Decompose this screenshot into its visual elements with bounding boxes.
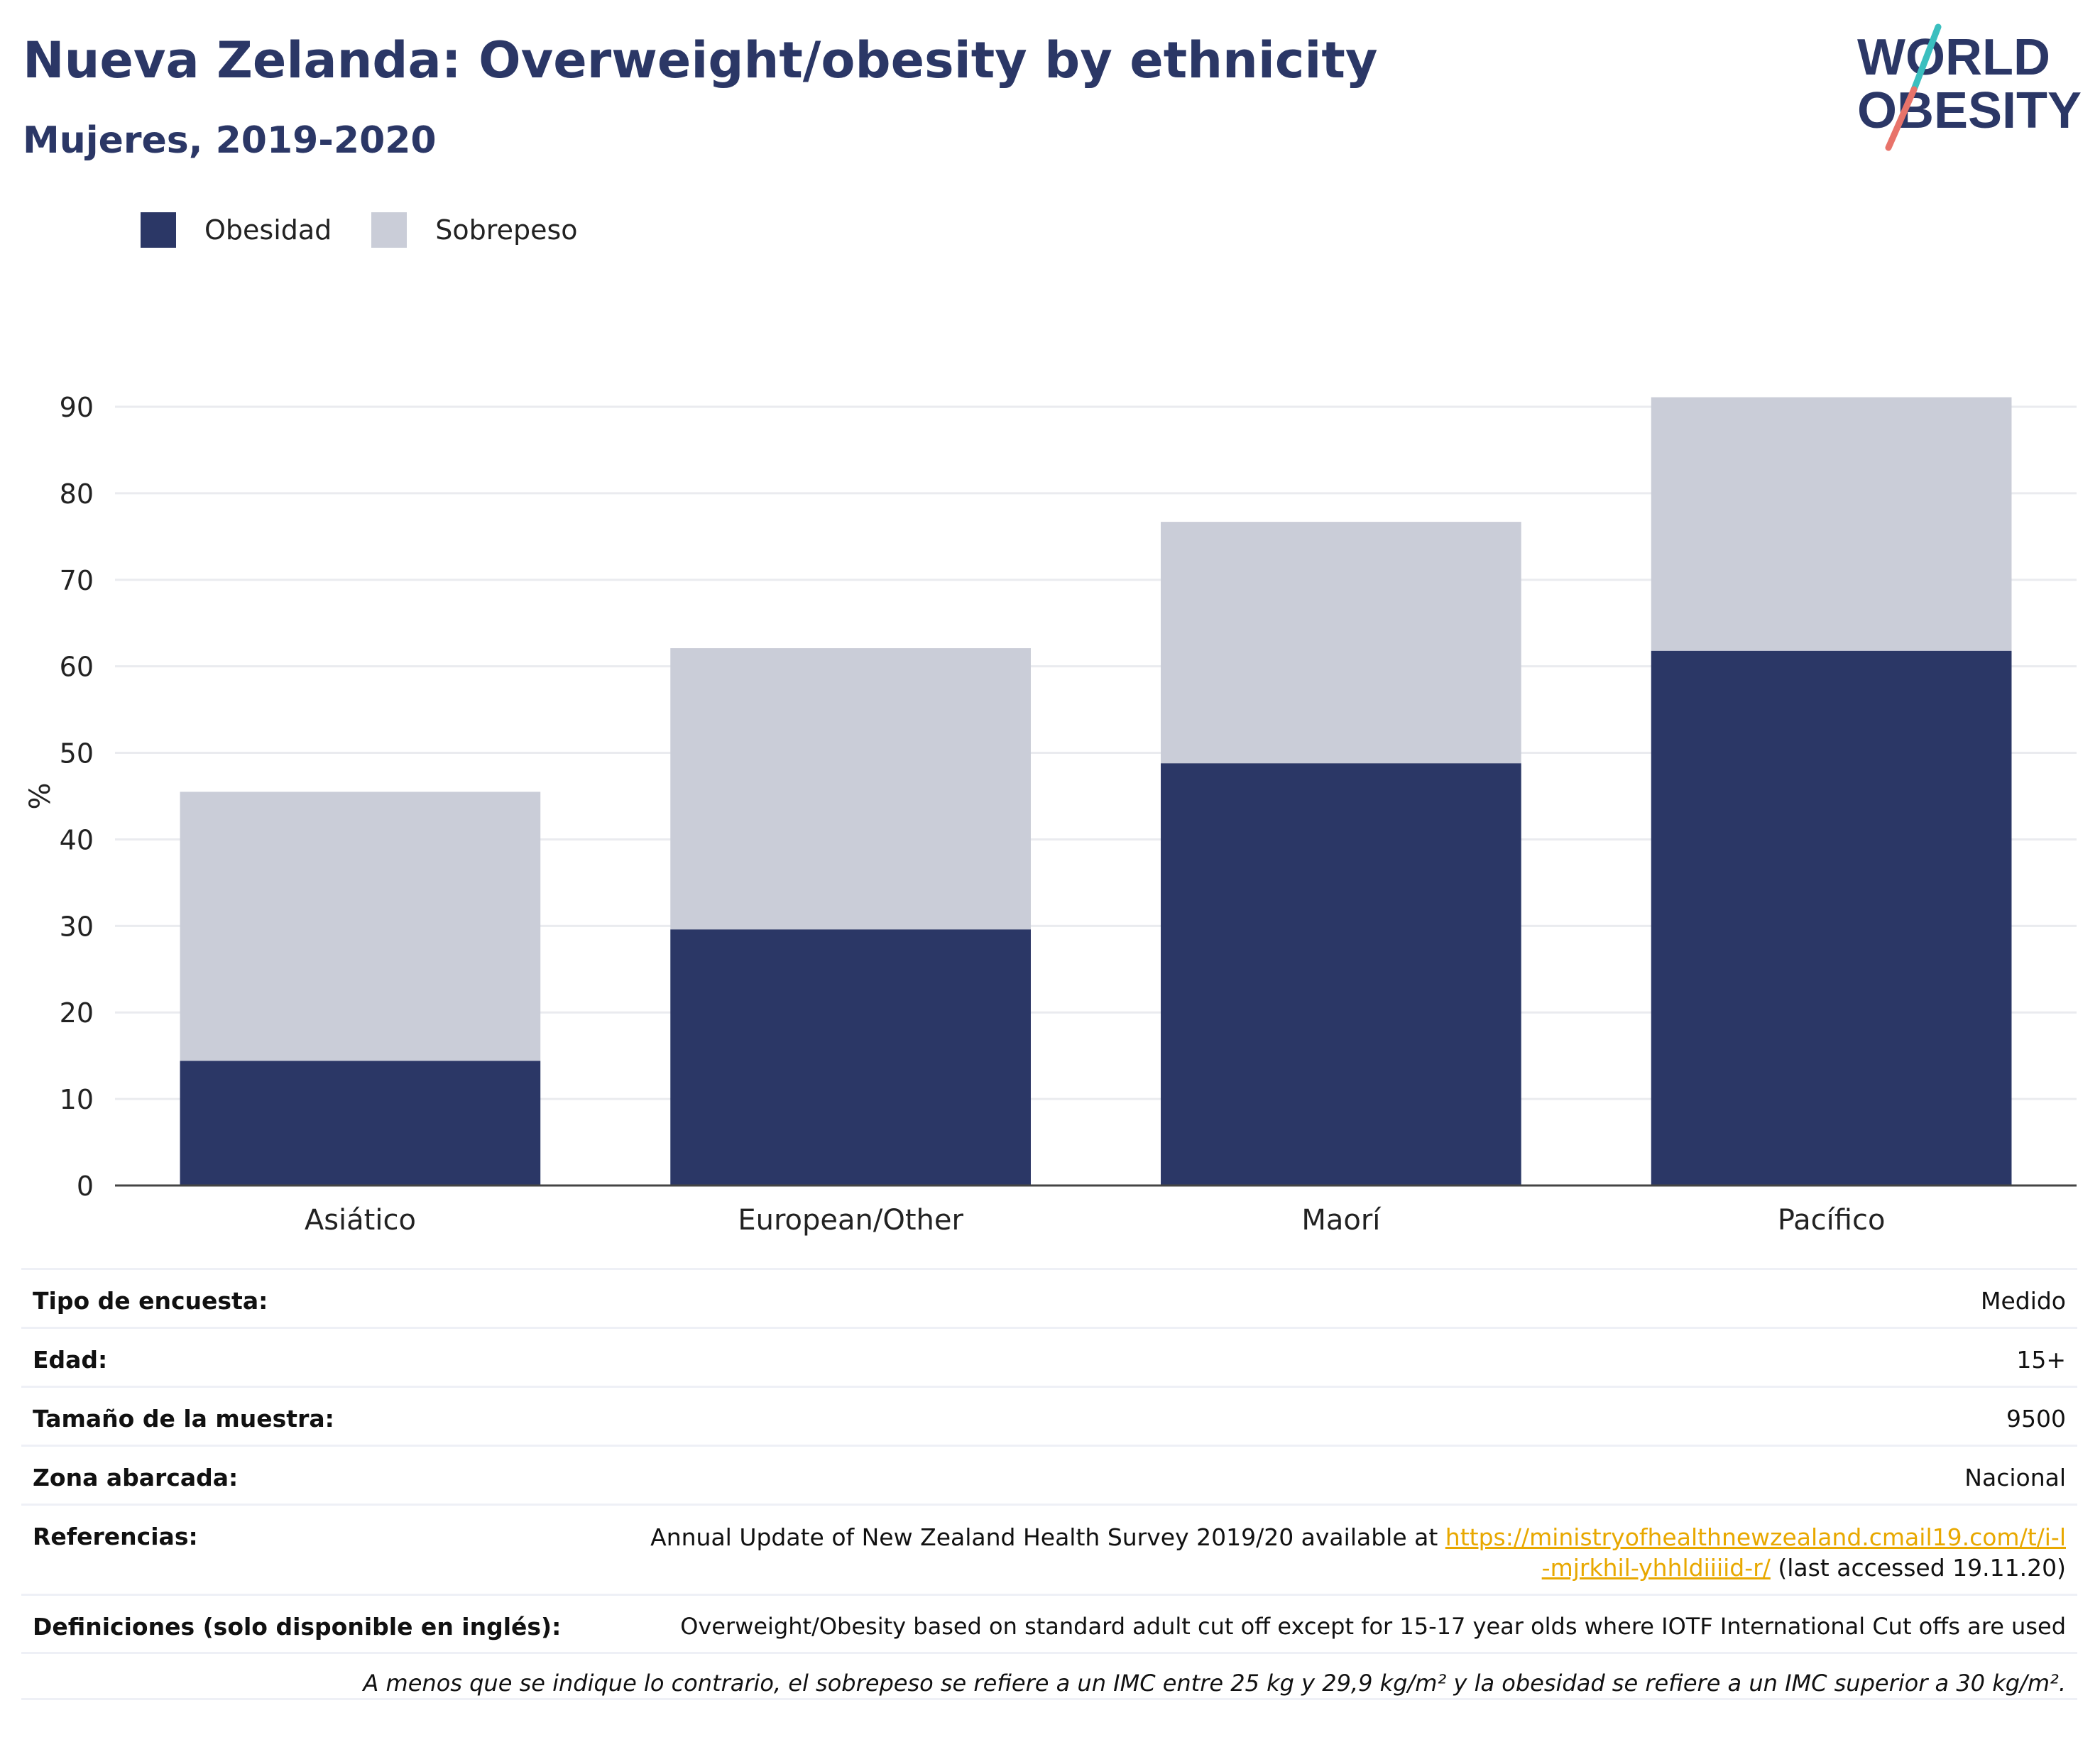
y-axis-label: % (24, 782, 57, 809)
y-tick-label: 70 (60, 565, 94, 596)
bar-sobrepeso (180, 792, 541, 1061)
y-tick-label: 30 (60, 911, 94, 942)
legend-label-sobrepeso: Sobrepeso (435, 214, 578, 246)
y-tick-label: 90 (60, 392, 94, 423)
y-tick-label: 60 (60, 652, 94, 683)
bar-obesidad (1161, 763, 1521, 1185)
references-suffix: (last accessed 19.11.20) (1770, 1553, 2066, 1582)
legend-item-sobrepeso: Sobrepeso (371, 212, 578, 248)
y-tick-label: 80 (60, 478, 94, 510)
bar-sobrepeso (670, 648, 1031, 930)
info-label: Zona abarcada: (33, 1464, 239, 1491)
info-row-area: Zona abarcada: Nacional (21, 1445, 2077, 1504)
info-table: Tipo de encuesta: Medido Edad: 15+ Tamañ… (21, 1268, 2077, 1700)
legend-swatch-sobrepeso (371, 212, 408, 248)
legend-label-obesidad: Obesidad (204, 214, 332, 246)
bar-sobrepeso (1651, 397, 2012, 651)
info-value: Overweight/Obesity based on standard adu… (680, 1613, 2066, 1640)
references-link[interactable]: https://ministryofhealthnewzealand.cmail… (1445, 1523, 2066, 1582)
info-value: 9500 (2006, 1405, 2066, 1433)
info-value: Medido (1980, 1287, 2066, 1315)
x-tick-label: Asiático (305, 1204, 416, 1237)
x-tick-label: European/Other (738, 1204, 963, 1237)
legend-swatch-obesidad (141, 212, 176, 248)
y-tick-label: 50 (60, 738, 94, 770)
bar-obesidad (180, 1061, 541, 1185)
info-row-age: Edad: 15+ (21, 1327, 2077, 1386)
info-label: Tipo de encuesta: (33, 1287, 268, 1315)
legend-item-obesidad: Obesidad (141, 212, 332, 248)
info-value: 15+ (2016, 1346, 2066, 1374)
info-value: Nacional (1964, 1464, 2066, 1491)
bar-obesidad (1651, 650, 2012, 1185)
info-row-note: A menos que se indique lo contrario, el … (21, 1652, 2077, 1700)
logo-slash-coral (1885, 86, 1918, 151)
chart-legend: Obesidad Sobrepeso (141, 210, 618, 250)
y-tick-label: 40 (60, 824, 94, 855)
info-label: Tamaño de la muestra: (33, 1405, 334, 1433)
logo-line-1: WORLD (1857, 29, 2050, 86)
info-row-definitions: Definiciones (solo disponible en inglés)… (21, 1594, 2077, 1652)
y-tick-label: 0 (77, 1171, 94, 1202)
info-row-survey-type: Tipo de encuesta: Medido (21, 1268, 2077, 1327)
info-row-references: Referencias: Annual Update of New Zealan… (21, 1504, 2077, 1594)
page-title: Nueva Zelanda: Overweight/obesity by eth… (23, 31, 1378, 89)
page-subtitle: Mujeres, 2019-2020 (23, 119, 437, 162)
info-label: Definiciones (solo disponible en inglés)… (33, 1613, 562, 1641)
y-tick-label: 10 (60, 1084, 94, 1115)
references-text: Annual Update of New Zealand Health Surv… (650, 1523, 1445, 1551)
info-label: Referencias: (33, 1523, 198, 1550)
info-label: Edad: (33, 1346, 108, 1374)
x-tick-label: Pacífico (1778, 1204, 1886, 1237)
logo-slash-teal (1910, 23, 1942, 93)
references-value: Annual Update of New Zealand Health Surv… (646, 1523, 2066, 1584)
bar-sobrepeso (1161, 522, 1521, 764)
y-tick-label: 20 (60, 997, 94, 1029)
world-obesity-logo: WORLD OBESITY (1857, 23, 2082, 151)
bar-obesidad (670, 929, 1031, 1185)
bar-chart: 0 10 20 30 40 50 60 70 80 90% Asiático European/Oth… (24, 392, 2077, 1237)
info-row-sample-size: Tamaño de la muestra: 9500 (21, 1386, 2077, 1445)
x-tick-label: Maorí (1301, 1204, 1382, 1237)
definition-note: A menos que se indique lo contrario, el … (363, 1670, 2066, 1697)
